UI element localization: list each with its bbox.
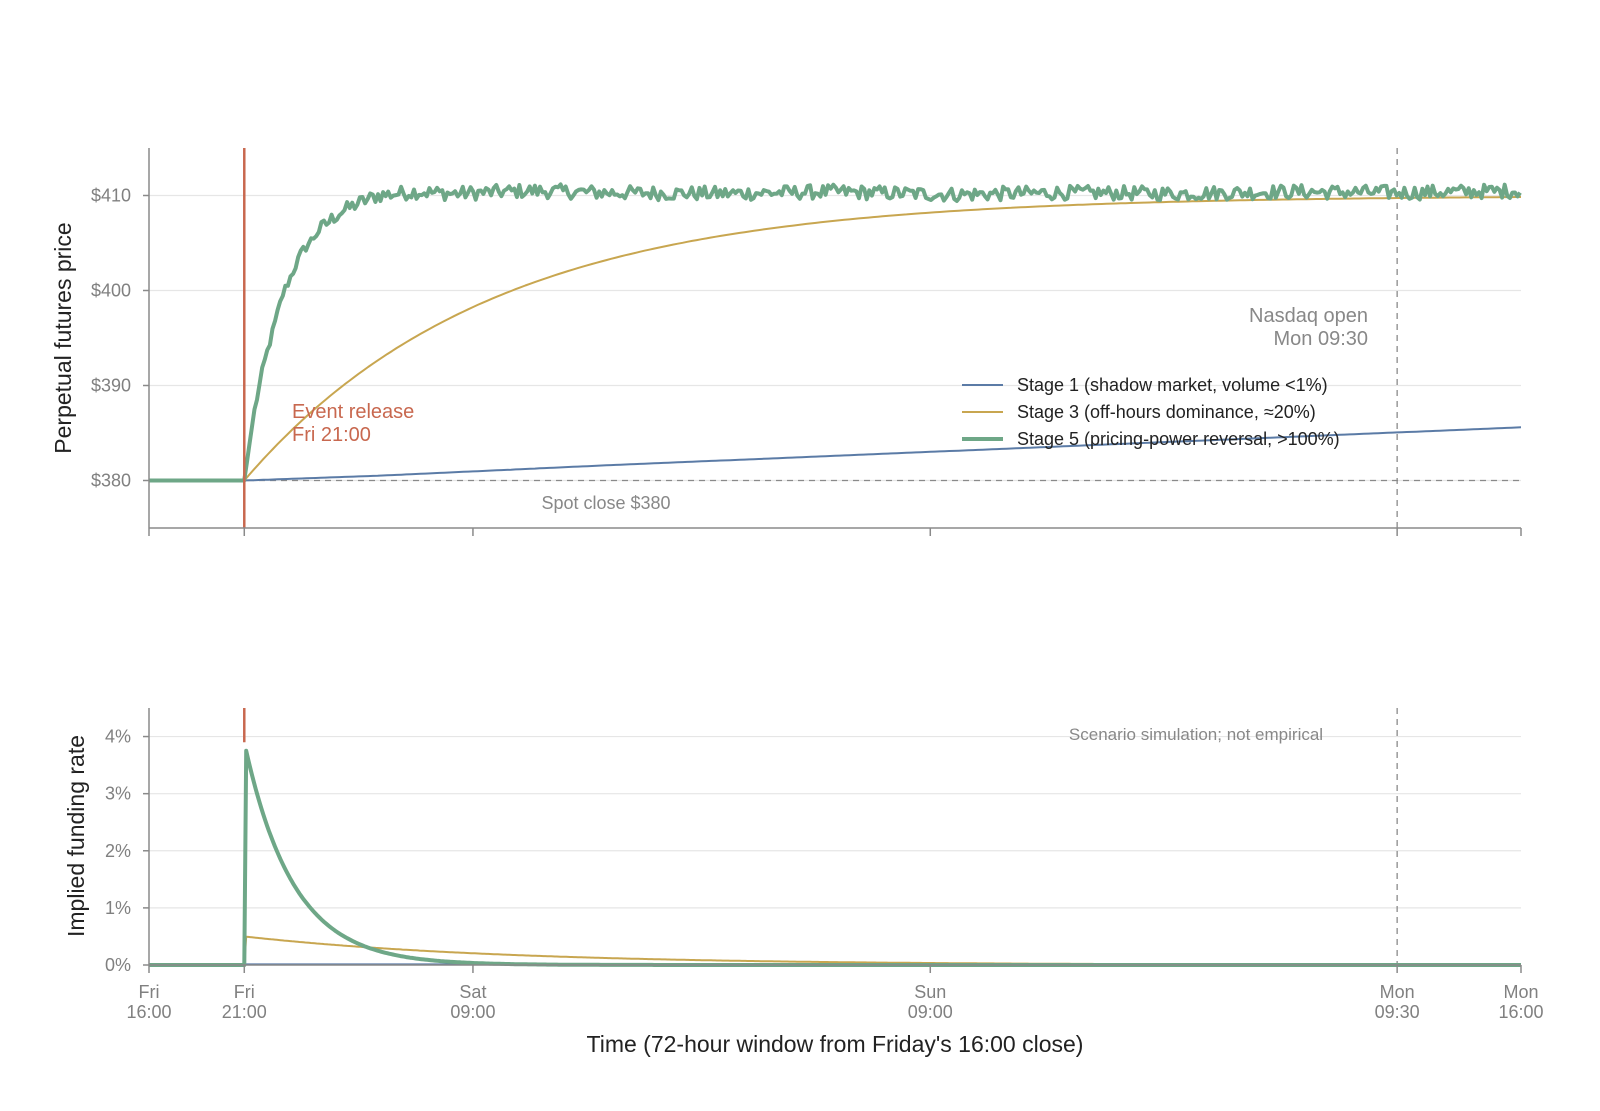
x-axis-title: Time (72-hour window from Friday's 16:00… [587, 1031, 1084, 1057]
x-tick-label-day-0: Fri [139, 982, 160, 1002]
y-tick-label-top-2: $400 [91, 281, 131, 301]
legend-label-1: Stage 1 (shadow market, volume <1%) [1017, 375, 1328, 395]
x-tick-label-day-2: Sat [459, 982, 486, 1002]
y-tick-label-top-0: $380 [91, 471, 131, 491]
nasdaq-open-time-label: Mon 09:30 [1273, 328, 1368, 350]
axes-layer [143, 148, 1522, 973]
x-tick-label-time-3: 09:00 [908, 1002, 953, 1022]
text-layer: $380$390$400$4100%1%2%3%4%Fri16:00Fri21:… [50, 186, 1544, 1058]
legend-label-3: Stage 3 (off-hours dominance, ≈20%) [1017, 402, 1316, 422]
y-tick-label-bottom-3: 3% [105, 784, 131, 804]
y-axis-title-top: Perpetual futures price [50, 222, 76, 453]
series-top-stage-3 [149, 196, 1521, 482]
x-tick-label-time-5: 16:00 [1498, 1002, 1543, 1022]
nasdaq-open-label: Nasdaq open [1249, 305, 1368, 327]
y-tick-label-bottom-1: 1% [105, 898, 131, 918]
x-tick-label-day-3: Sun [914, 982, 946, 1002]
guide-layer [149, 148, 1521, 965]
legend-label-5: Stage 5 (pricing-power reversal, >100%) [1017, 429, 1340, 449]
y-tick-label-bottom-2: 2% [105, 841, 131, 861]
spot-close-label: Spot close $380 [541, 493, 670, 513]
x-tick-label-time-1: 21:00 [222, 1002, 267, 1022]
y-tick-label-bottom-4: 4% [105, 727, 131, 747]
series-top-stage-5 [149, 182, 1522, 483]
event-release-time-label: Fri 21:00 [292, 424, 371, 446]
event-release-label: Event release [292, 401, 414, 423]
y-tick-label-top-3: $410 [91, 186, 131, 206]
x-tick-label-time-4: 09:30 [1375, 1002, 1420, 1022]
x-tick-label-time-0: 16:00 [126, 1002, 171, 1022]
y-tick-label-bottom-0: 0% [105, 955, 131, 975]
x-tick-label-day-1: Fri [234, 982, 255, 1002]
x-tick-label-day-4: Mon [1380, 982, 1415, 1002]
series-layer [148, 148, 1522, 967]
y-tick-label-top-1: $390 [91, 376, 131, 396]
y-axis-title-bottom: Implied funding rate [63, 735, 89, 937]
x-tick-label-day-5: Mon [1503, 982, 1538, 1002]
scenario-note: Scenario simulation; not empirical [1069, 725, 1323, 744]
x-tick-label-time-2: 09:00 [450, 1002, 495, 1022]
series-top-stage-1 [149, 426, 1522, 482]
series-bottom-stage-5 [148, 748, 1522, 967]
